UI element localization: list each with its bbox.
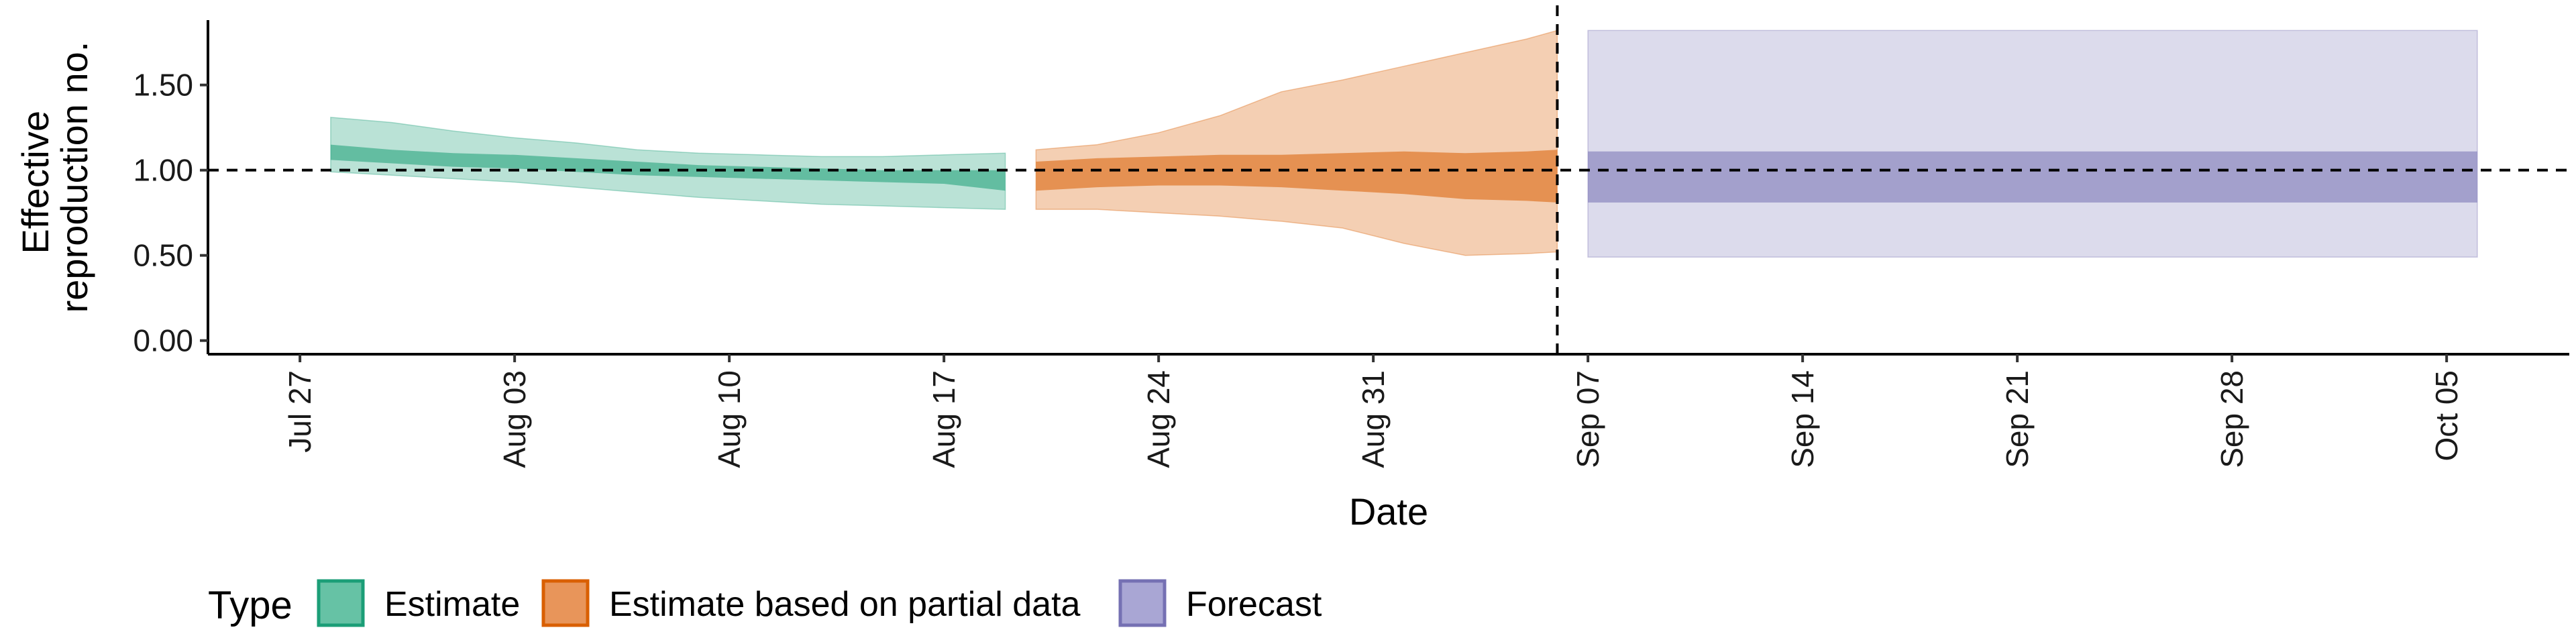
- estimate-outer-band: [330, 117, 1006, 210]
- estimate-inner-band: [330, 144, 1006, 191]
- legend-label-estimate-based-on-partial-data: Estimate based on partial data: [609, 585, 1081, 624]
- forecast-inner-band: [1588, 151, 2477, 203]
- estimate-based-on-partial-data-inner-band: [1036, 150, 1558, 203]
- legend-title: Type: [208, 584, 292, 627]
- plot-area: [208, 5, 2569, 354]
- y-axis-title: Effective reproduction no.: [14, 42, 95, 313]
- legend-label-estimate: Estimate: [384, 585, 520, 624]
- y-axis-title-line-1: Effective: [14, 111, 56, 254]
- x-tick-label: Sep 28: [2214, 370, 2249, 468]
- y-tick-label: 0.50: [133, 238, 193, 273]
- x-tick-label: Aug 03: [497, 370, 532, 468]
- legend-key-forecast: [1118, 579, 1167, 627]
- forecast-outer-band: [1587, 30, 2478, 258]
- legend-key-estimate-based-on-partial-data: [541, 579, 590, 627]
- x-tick-label: Sep 14: [1785, 370, 1820, 468]
- x-tick-label: Aug 24: [1141, 370, 1176, 468]
- x-axis-title: Date: [1349, 490, 1428, 533]
- x-tick-label: Jul 27: [282, 370, 317, 453]
- x-tick-label: Sep 07: [1570, 370, 1605, 468]
- y-axis-title-line-2: reproduction no.: [53, 42, 95, 313]
- legend-label-forecast: Forecast: [1186, 585, 1322, 624]
- y-tick-label: 1.00: [133, 153, 193, 188]
- x-tick-label: Aug 10: [712, 370, 747, 468]
- estimate-based-on-partial-data-outer-band: [1035, 30, 1558, 256]
- axes: 0.00 0.50 1.00 1.50 Jul 27 Aug 03 Aug 10 Aug 17…: [133, 20, 2569, 468]
- legend-key-estimate: [317, 579, 365, 627]
- x-tick-label: Sep 21: [2000, 370, 2035, 468]
- x-tick-label: Aug 17: [926, 370, 961, 468]
- x-tick-label: Oct 05: [2429, 370, 2464, 462]
- legend: Type Estimate Estimate based on partial d…: [208, 579, 1322, 627]
- y-tick-label: 1.50: [133, 68, 193, 103]
- y-tick-label: 0.00: [133, 323, 193, 358]
- x-tick-label: Aug 31: [1356, 370, 1391, 468]
